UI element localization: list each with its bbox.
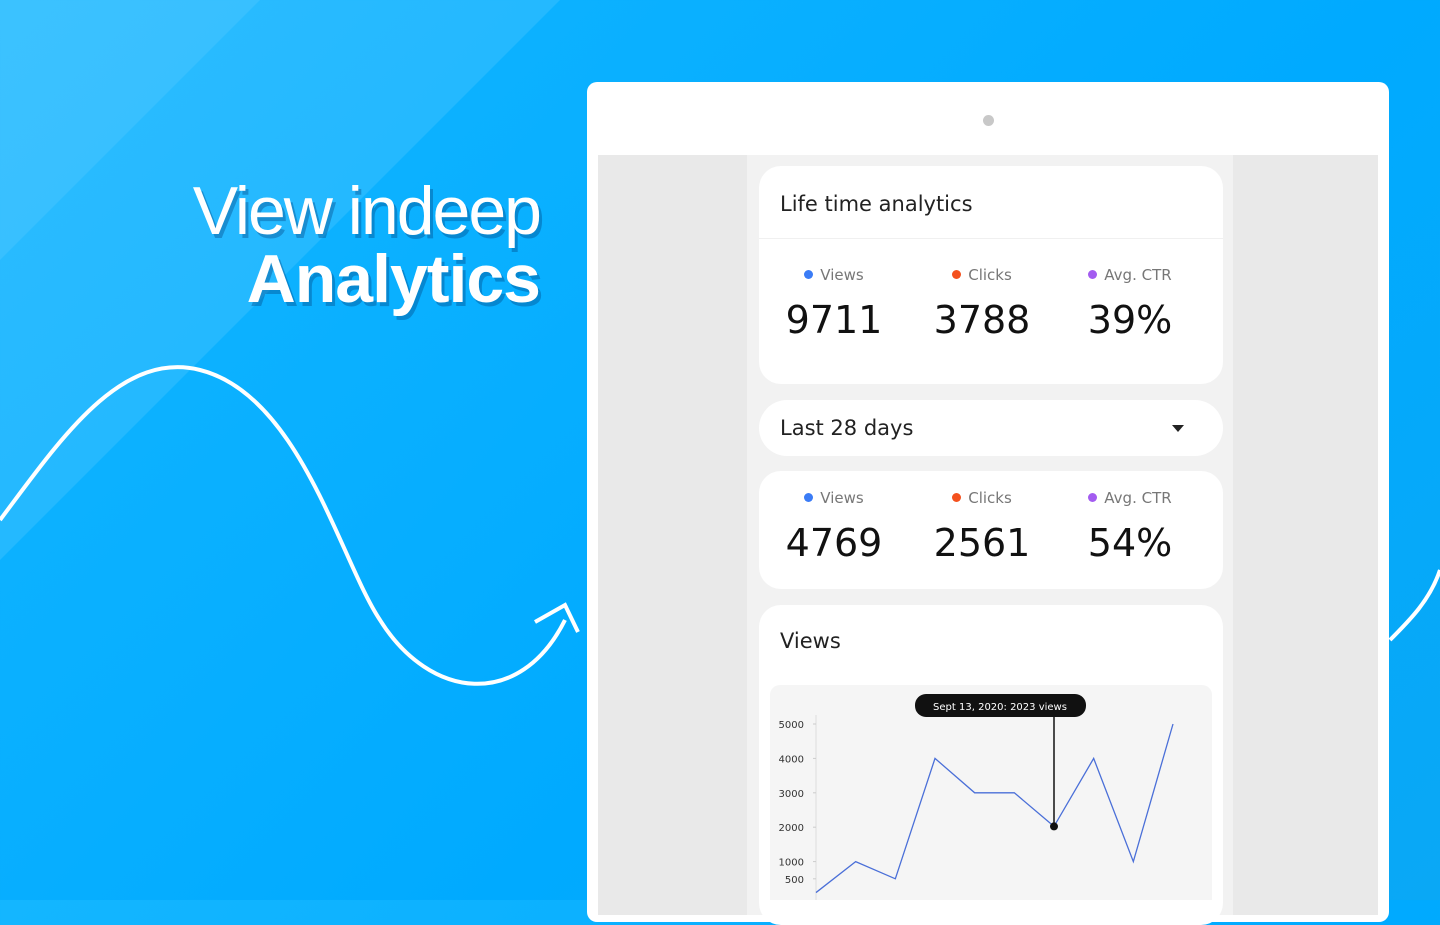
legend-dot — [952, 270, 962, 279]
lifetime-card: Life time analytics Views 9711 Clicks 3788 A… — [759, 166, 1223, 384]
stat-value: 3788 — [933, 298, 1031, 342]
label-text: Clicks — [968, 489, 1012, 507]
tooltip-text: Sept 13, 2020: 2023 views — [933, 702, 1067, 713]
headline: Analytics — [246, 241, 541, 317]
camera — [983, 115, 994, 126]
y-tick-label: 3000 — [779, 789, 804, 800]
label-text: Views — [820, 489, 864, 507]
y-tick-label: 5000 — [779, 720, 804, 731]
swirl — [0, 365, 567, 686]
legend-dot — [1088, 270, 1098, 279]
stat-label: Avg. CTR — [1055, 489, 1205, 507]
light-band — [0, 0, 560, 560]
stat: Avg. CTR 39% — [1055, 266, 1205, 342]
swirl — [1388, 569, 1440, 642]
y-tick-label: 500 — [785, 875, 804, 886]
label-text: Avg. CTR — [1104, 266, 1172, 284]
line — [815, 723, 1174, 894]
stat-label: Views — [759, 489, 909, 507]
stat: Views 4769 — [759, 489, 909, 565]
select-label: Last 28 days — [780, 416, 914, 440]
stat-label: Views — [759, 266, 909, 284]
stat: Avg. CTR 54% — [1055, 489, 1205, 565]
y-tick-label: 4000 — [779, 754, 804, 765]
y-tick-label: 2000 — [779, 823, 804, 834]
tooltip-bg — [915, 694, 1086, 717]
stat-value: 4769 — [785, 521, 883, 565]
stat-label: Avg. CTR — [1055, 266, 1205, 284]
period-select[interactable]: Last 28 days — [759, 400, 1223, 456]
chart-title: Views — [780, 629, 841, 653]
stat-label: Clicks — [907, 266, 1057, 284]
arrow-head — [534, 602, 580, 633]
stat-label: Clicks — [907, 489, 1057, 507]
legend-dot — [804, 493, 814, 502]
stat-value: 9711 — [785, 298, 883, 342]
stat: Clicks 2561 — [907, 489, 1057, 565]
card-title: Life time analytics — [780, 192, 973, 216]
legend-dot — [804, 270, 814, 279]
y-tick-label: 1000 — [779, 858, 804, 869]
stat: Views 9711 — [759, 266, 909, 342]
period-card: Views 4769 Clicks 2561 Avg. CTR 54% — [759, 471, 1223, 589]
divider — [759, 238, 1223, 239]
label-text: Clicks — [968, 266, 1012, 284]
dropdown-icon — [1172, 425, 1184, 432]
legend-dot — [952, 493, 962, 502]
stat-value: 54% — [1087, 521, 1173, 565]
label-text: Views — [820, 266, 864, 284]
headline: View indeep — [192, 173, 542, 249]
tooltip-point — [1050, 822, 1058, 831]
stat-value: 39% — [1087, 298, 1173, 342]
decoration — [0, 0, 1440, 900]
stat-value: 2561 — [933, 521, 1031, 565]
chart: 500 1000 2000 3000 4000 5000 Sept 13, 2020: 20… — [778, 694, 1174, 900]
light-band — [0, 0, 260, 260]
legend-dot — [1088, 493, 1098, 502]
stat: Clicks 3788 — [907, 266, 1057, 342]
label-text: Avg. CTR — [1104, 489, 1172, 507]
